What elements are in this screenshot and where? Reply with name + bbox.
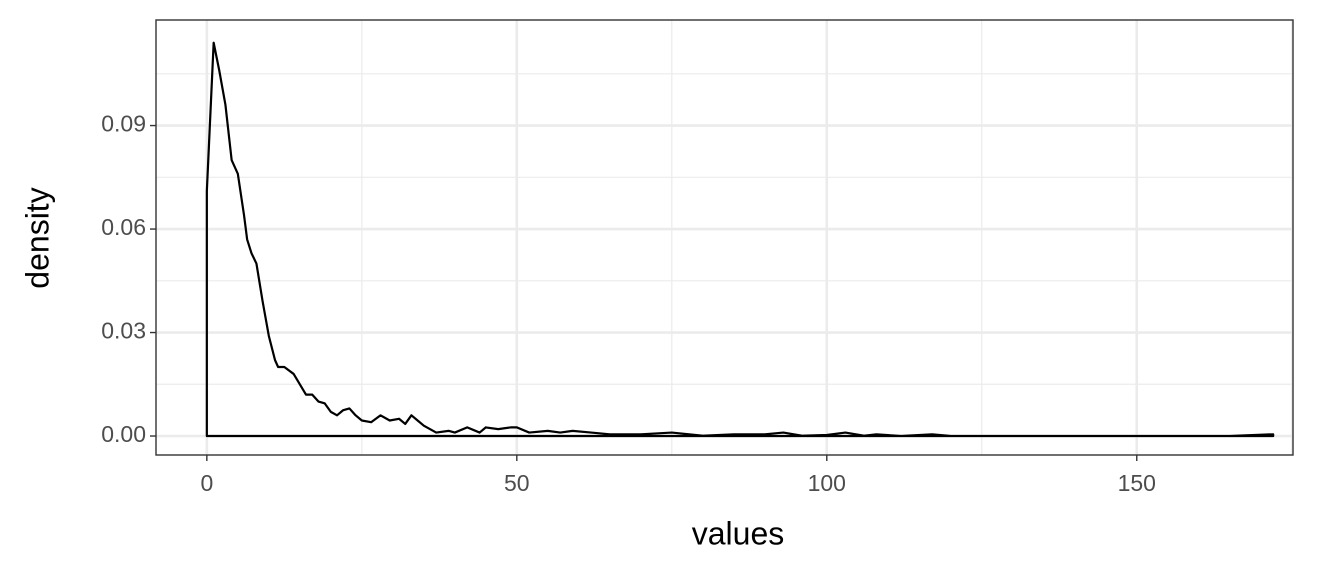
y-axis-title: density bbox=[19, 187, 55, 288]
y-tick-label: 0.06 bbox=[101, 214, 146, 240]
x-tick-label: 100 bbox=[808, 470, 846, 496]
y-tick-label: 0.03 bbox=[101, 318, 146, 344]
x-tick-label: 0 bbox=[200, 470, 213, 496]
y-tick-label: 0.00 bbox=[101, 421, 146, 447]
density-curve bbox=[205, 41, 1275, 438]
x-tick-label: 50 bbox=[504, 470, 530, 496]
x-tick-label: 150 bbox=[1118, 470, 1156, 496]
y-tick-label: 0.09 bbox=[101, 111, 146, 137]
x-axis-title: values bbox=[692, 515, 785, 551]
panel-border bbox=[155, 19, 1294, 456]
